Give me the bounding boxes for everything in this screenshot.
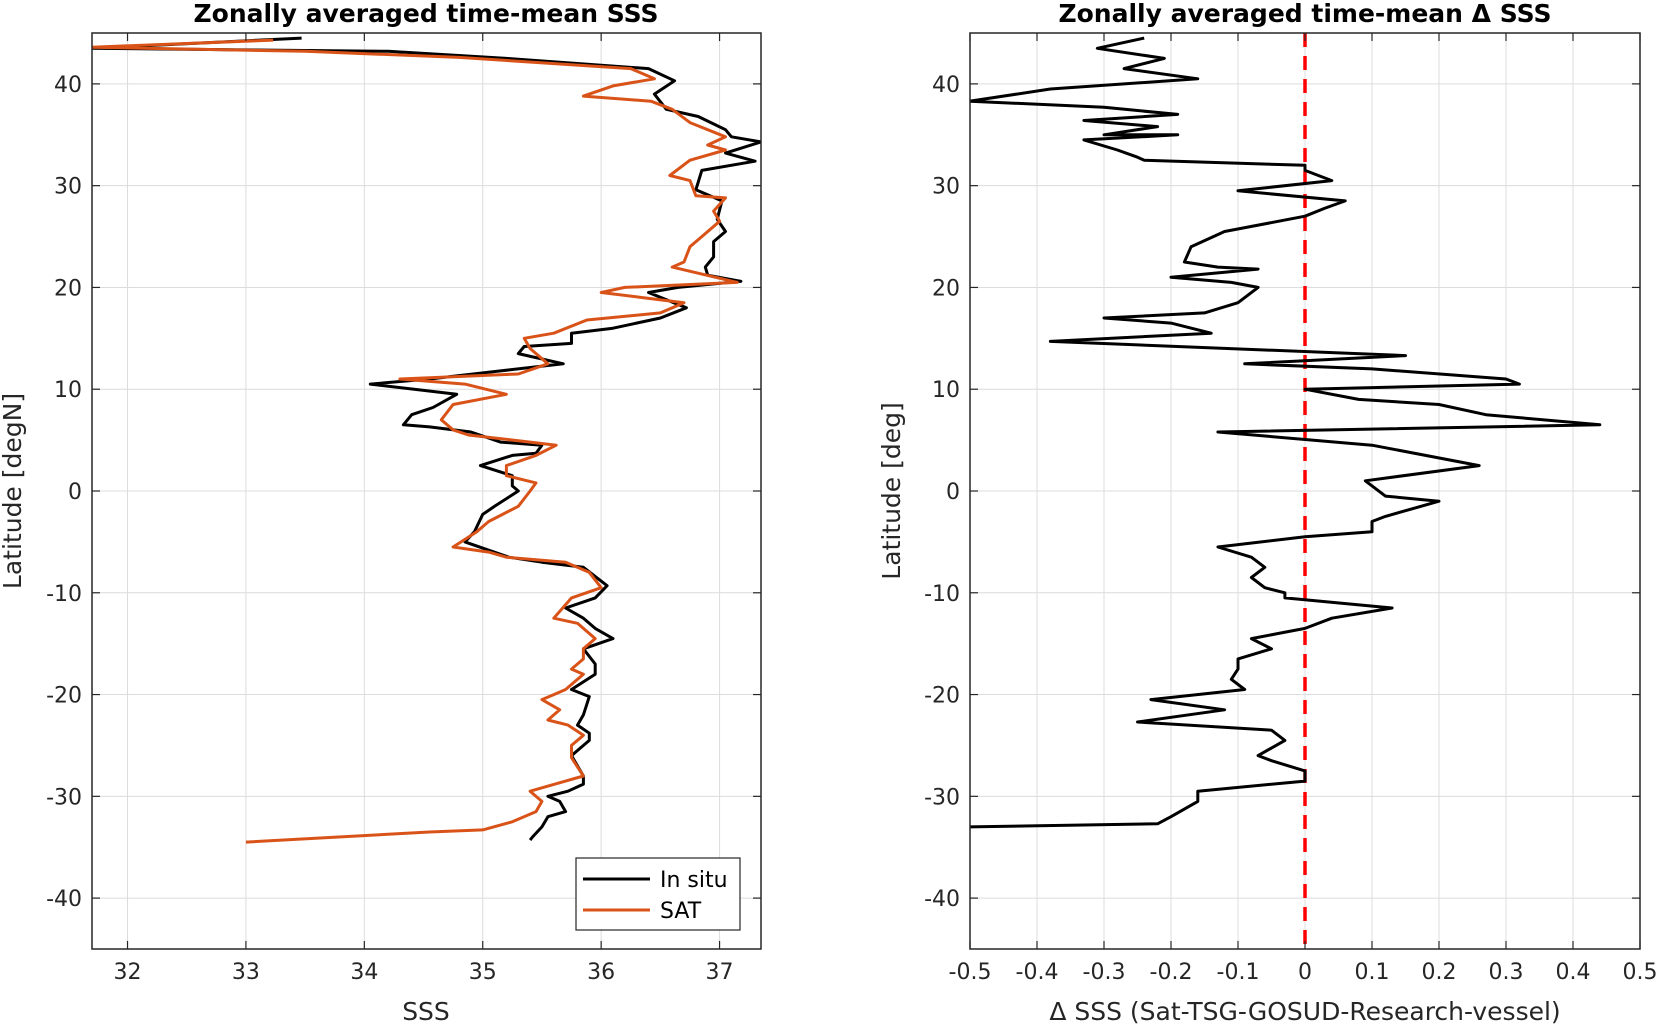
legend-label-sat: SAT [660, 899, 702, 924]
x-tick-labels: 32 33 34 35 36 37 [114, 960, 734, 985]
ticks [969, 33, 1641, 949]
x-tick-label: -0.2 [1150, 960, 1193, 985]
y-tick-label: -40 [46, 887, 82, 912]
y-tick-label: 40 [932, 73, 960, 98]
y-tick-labels: -40 -30 -20 -10 0 10 20 30 40 [46, 73, 82, 912]
legend-box [575, 857, 741, 931]
x-tick-label: 0.2 [1422, 960, 1457, 985]
x-tick-label: 32 [114, 960, 142, 985]
y-tick-label: 10 [932, 378, 960, 403]
panel-delta-sss: -0.5 -0.4 -0.3 -0.2 -0.1 0 0.1 0.2 0.3 0.4 0.5 -40… [877, 0, 1658, 1025]
y-tick-label: 30 [932, 175, 960, 200]
y-tick-label: -40 [924, 887, 960, 912]
x-axis-label: Δ SSS (Sat-TSG-GOSUD-Research-vessel) [1049, 997, 1560, 1025]
x-tick-label: 0.4 [1556, 960, 1591, 985]
x-tick-label: 0.1 [1355, 960, 1390, 985]
y-tick-label: -10 [924, 582, 960, 607]
x-tick-label: 36 [587, 960, 615, 985]
y-tick-label: -20 [46, 684, 82, 709]
y-tick-label: 20 [54, 276, 82, 301]
y-tick-label: -20 [924, 684, 960, 709]
series-group [970, 36, 1602, 829]
x-tick-label: 37 [706, 960, 734, 985]
series-line-0 [970, 36, 1602, 829]
x-tick-label: 34 [350, 960, 378, 985]
x-tick-label: -0.1 [1217, 960, 1260, 985]
y-tick-label: 30 [54, 175, 82, 200]
y-tick-label: -30 [46, 785, 82, 810]
legend: In situ SAT [575, 857, 741, 931]
y-tick-label: 20 [932, 276, 960, 301]
chart-title: Zonally averaged time-mean Δ SSS [1059, 0, 1552, 28]
chart-title: Zonally averaged time-mean SSS [194, 0, 659, 28]
x-tick-label: 33 [232, 960, 260, 985]
y-axis-label: Latitude [deg] [877, 402, 906, 579]
legend-label-in-situ: In situ [660, 868, 728, 893]
y-tick-label: 10 [54, 378, 82, 403]
y-axis-label: Latitude [degN] [0, 393, 27, 589]
x-tick-label: -0.5 [949, 960, 992, 985]
x-tick-label: 0 [1298, 960, 1312, 985]
ticks [92, 33, 761, 949]
y-tick-label: -30 [924, 785, 960, 810]
y-tick-label: 0 [946, 480, 960, 505]
y-tick-label: 0 [68, 480, 82, 505]
grid [92, 33, 761, 949]
y-tick-labels: -40 -30 -20 -10 0 10 20 30 40 [924, 73, 960, 912]
x-tick-label: 35 [469, 960, 497, 985]
y-tick-label: -10 [46, 582, 82, 607]
x-tick-label: -0.4 [1016, 960, 1059, 985]
x-tick-label: -0.3 [1083, 960, 1126, 985]
y-tick-label: 40 [54, 73, 82, 98]
x-axis-label: SSS [402, 997, 450, 1025]
series-line-in-situ [92, 36, 761, 842]
panel-sss: 32 33 34 35 36 37 -40 -30 -20 -10 0 10 20 30 40 Zonal… [0, 0, 762, 1025]
x-tick-label: 0.3 [1489, 960, 1524, 985]
x-tick-label: 0.5 [1623, 960, 1658, 985]
series-line-sat [92, 38, 739, 844]
x-tick-labels: -0.5 -0.4 -0.3 -0.2 -0.1 0 0.1 0.2 0.3 0.4 0.5 [949, 960, 1658, 985]
series-group [92, 36, 761, 844]
